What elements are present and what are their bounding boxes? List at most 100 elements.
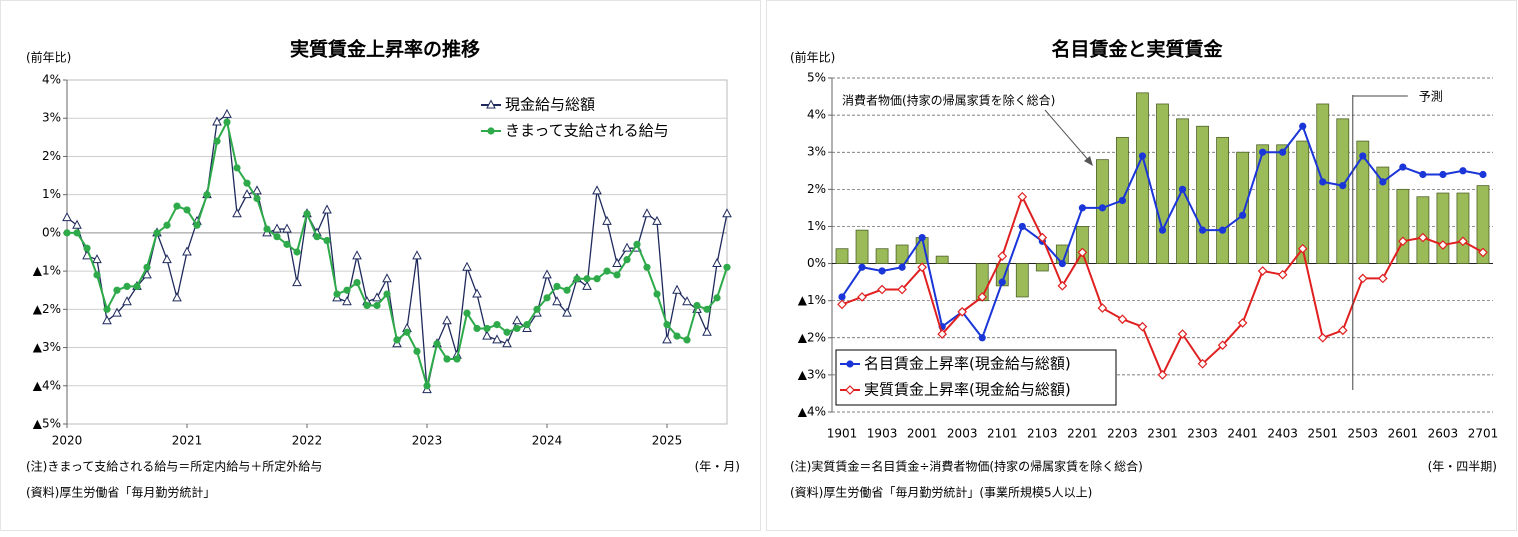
marker: [72, 219, 82, 229]
marker: [486, 99, 496, 109]
marker: [702, 326, 712, 336]
marker: [1117, 314, 1128, 325]
marker: [142, 269, 152, 279]
marker: [998, 278, 1006, 286]
marker: [1158, 226, 1167, 234]
y-tick-label: 2%: [42, 149, 61, 163]
chart-frame: [766, 0, 1517, 531]
marker: [92, 254, 102, 264]
y-tick-label: ▲1%: [33, 264, 61, 278]
chart-title: 実質賃金上昇率の推移: [290, 38, 480, 61]
marker: [593, 275, 601, 283]
marker: [1058, 259, 1066, 268]
marker: [1399, 163, 1407, 171]
callout-arrow: [1044, 109, 1091, 163]
bar: [895, 244, 909, 264]
x-tick-label: 2021: [172, 434, 203, 448]
y-tick-label: 2%: [807, 182, 826, 196]
marker: [93, 271, 101, 279]
marker: [1439, 170, 1447, 179]
x-tick-label: 2101: [987, 427, 1018, 441]
marker: [293, 248, 301, 256]
marker: [243, 179, 251, 187]
marker: [612, 257, 622, 267]
marker: [1218, 226, 1227, 234]
marker: [563, 286, 571, 294]
x-tick-label: 2701: [1468, 427, 1499, 441]
marker: [583, 275, 591, 283]
marker: [683, 336, 691, 344]
marker: [837, 299, 847, 310]
marker: [1418, 232, 1428, 243]
bar: [1096, 159, 1109, 264]
y-tick-label: 0%: [807, 256, 826, 270]
marker: [1337, 325, 1348, 336]
legend-label: 実質賃金上昇率(現金給与総額): [864, 381, 1071, 399]
x-tick-label: 2203: [1107, 427, 1138, 441]
marker: [263, 225, 271, 233]
x-tick-label: 2303: [1187, 427, 1218, 441]
marker: [1078, 204, 1086, 212]
marker: [682, 296, 692, 306]
chart-frame: [0, 0, 761, 531]
y-tick-label: 1%: [807, 219, 826, 233]
marker: [1037, 232, 1048, 243]
marker: [1177, 329, 1188, 339]
marker: [858, 263, 866, 271]
marker: [1138, 152, 1147, 160]
marker: [652, 215, 662, 225]
marker: [623, 256, 631, 264]
bar: [1456, 192, 1470, 264]
marker: [103, 305, 111, 313]
marker: [672, 284, 682, 294]
y-tick-label: ▲4%: [33, 378, 61, 392]
marker: [533, 305, 541, 313]
marker: [283, 240, 291, 248]
x-tick-label: 2001: [907, 427, 938, 441]
marker: [897, 284, 907, 295]
marker: [1018, 222, 1026, 231]
bar: [1236, 151, 1250, 264]
annotation: 予測: [1419, 90, 1443, 104]
marker: [723, 263, 731, 271]
marker: [123, 282, 131, 290]
marker: [1279, 148, 1287, 156]
y-tick-label: 3%: [42, 111, 61, 125]
bar: [875, 248, 889, 264]
bar: [1276, 144, 1290, 264]
marker: [1379, 178, 1387, 186]
marker: [233, 164, 241, 172]
bar: [1296, 140, 1310, 264]
marker: [898, 263, 906, 271]
marker: [353, 278, 361, 287]
marker: [1297, 243, 1308, 254]
bar: [1256, 144, 1270, 264]
marker: [662, 334, 672, 344]
marker: [272, 223, 282, 233]
marker: [62, 212, 72, 222]
marker: [957, 306, 968, 317]
bar: [1075, 226, 1089, 264]
marker: [542, 269, 552, 279]
marker: [1217, 340, 1228, 351]
marker: [253, 194, 261, 203]
marker: [523, 321, 531, 329]
marker: [153, 229, 161, 237]
x-tick-label: 2003: [947, 427, 978, 441]
marker: [1157, 370, 1168, 380]
x-tick-label: 2024: [532, 434, 563, 448]
marker: [978, 334, 986, 342]
x-axis-unit: (年・月): [695, 460, 740, 474]
marker: [73, 229, 81, 237]
marker: [602, 215, 612, 225]
x-tick-label: 2022: [292, 434, 323, 448]
line: [66, 113, 728, 390]
chart-title: 名目賃金と実質賃金: [1051, 38, 1223, 61]
marker: [493, 321, 501, 329]
series: [837, 191, 1488, 380]
marker: [232, 208, 242, 218]
marker: [713, 294, 721, 302]
y-tick-label: 4%: [807, 108, 826, 122]
x-tick-label: 2023: [412, 434, 443, 448]
